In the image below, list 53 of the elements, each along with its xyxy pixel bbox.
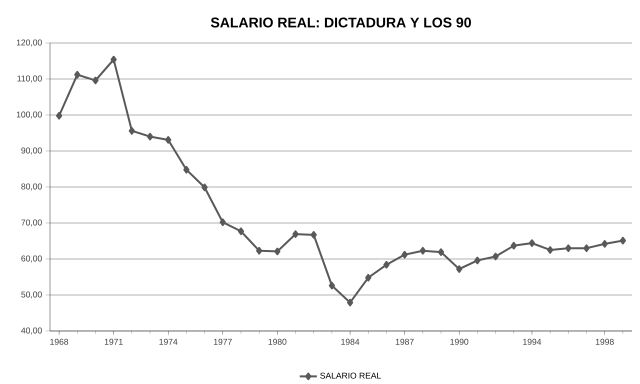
point bbox=[238, 227, 244, 236]
point bbox=[183, 166, 190, 174]
point bbox=[438, 248, 444, 256]
y-tick-label: 110,00 bbox=[17, 75, 42, 82]
point bbox=[620, 236, 626, 244]
point bbox=[56, 112, 62, 120]
x-tick-label: 1998 bbox=[596, 338, 614, 345]
legend-label: SALARIO REAL bbox=[320, 372, 381, 379]
point bbox=[402, 250, 408, 258]
point bbox=[510, 242, 517, 250]
point bbox=[346, 298, 354, 306]
point bbox=[220, 218, 226, 226]
y-tick-label: 90,00 bbox=[21, 147, 42, 154]
x-tick-label: 1968 bbox=[50, 338, 68, 345]
x-tick-label: 1974 bbox=[159, 338, 178, 345]
point bbox=[492, 252, 499, 260]
point bbox=[565, 244, 572, 252]
point bbox=[274, 248, 280, 256]
y-tick-label: 50,00 bbox=[21, 291, 42, 298]
point bbox=[602, 240, 608, 248]
x-tick-label: 1971 bbox=[104, 338, 123, 345]
chart-title: SALARIO REAL: DICTADURA Y LOS 90 bbox=[210, 18, 471, 28]
point bbox=[202, 184, 208, 192]
point bbox=[256, 246, 262, 254]
point bbox=[128, 127, 135, 135]
x-tick-label: 1987 bbox=[396, 338, 414, 345]
point bbox=[110, 56, 117, 64]
y-tick-label: 40,00 bbox=[21, 327, 42, 334]
y-tick-label: 80,00 bbox=[21, 183, 42, 190]
x-tick-label: 1977 bbox=[214, 338, 232, 345]
point bbox=[383, 260, 390, 269]
point bbox=[74, 70, 80, 78]
y-tick-label: 70,00 bbox=[21, 219, 42, 226]
y-tick-label: 120,00 bbox=[16, 39, 42, 46]
point bbox=[528, 239, 536, 247]
x-tick-label: 1980 bbox=[268, 338, 286, 345]
point bbox=[420, 246, 426, 254]
point bbox=[328, 282, 336, 290]
point bbox=[583, 244, 590, 252]
x-tick-label: 1984 bbox=[341, 338, 360, 345]
x-tick-label: 1990 bbox=[450, 338, 468, 345]
point bbox=[365, 274, 372, 282]
y-tick-label: 60,00 bbox=[21, 255, 42, 262]
point bbox=[165, 136, 172, 144]
point bbox=[547, 246, 554, 254]
point bbox=[92, 76, 99, 84]
point bbox=[146, 132, 154, 140]
point bbox=[456, 265, 462, 273]
y-tick-label: 100,00 bbox=[16, 111, 42, 118]
point bbox=[310, 231, 317, 239]
point bbox=[474, 256, 481, 264]
x-tick-label: 1994 bbox=[523, 338, 542, 345]
point bbox=[292, 230, 299, 238]
